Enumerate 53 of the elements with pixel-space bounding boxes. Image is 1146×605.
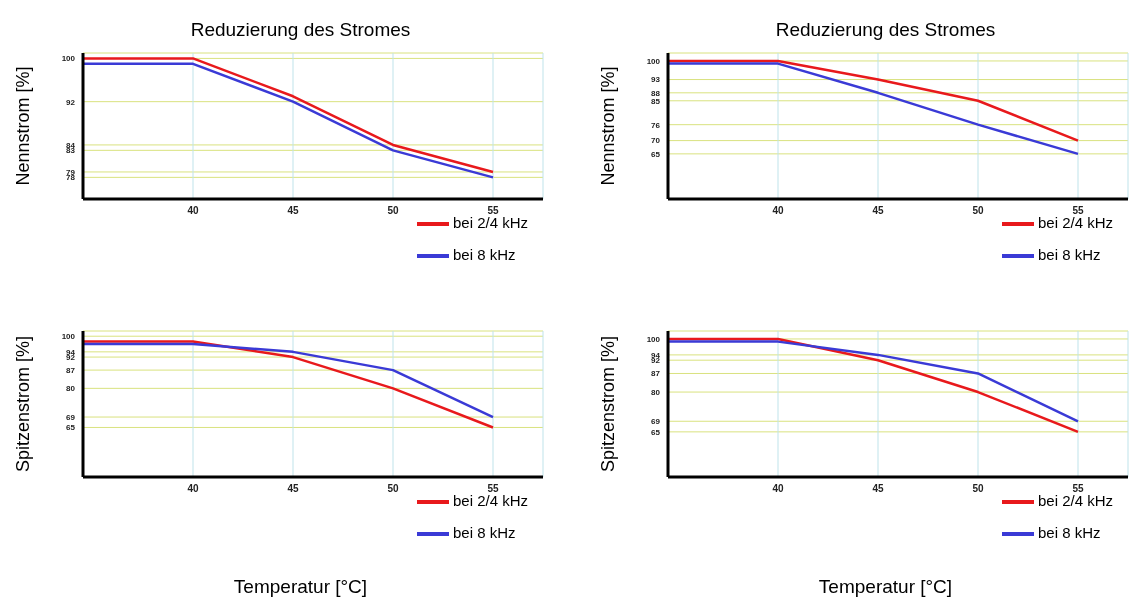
- x-tick-label: 40: [187, 483, 199, 495]
- y-tick-label: 65: [651, 427, 661, 437]
- x-tick-label: 55: [1072, 483, 1084, 495]
- y-tick-label: 88: [651, 88, 661, 98]
- legend-label: bei 8 kHz: [452, 524, 516, 542]
- legend-label: bei 8 kHz: [452, 246, 516, 264]
- legend-label: bei 2/4 kHz: [1037, 492, 1113, 510]
- y-axis-title: Spitzenstrom [%]: [13, 335, 34, 473]
- x-tick-label: 55: [487, 483, 499, 495]
- y-tick-label: 93: [651, 75, 661, 85]
- legend-label: bei 8 kHz: [1037, 246, 1101, 264]
- x-tick-label: 55: [1072, 205, 1084, 217]
- y-tick-label: 69: [66, 412, 76, 422]
- legend-label: bei 2/4 kHz: [452, 214, 528, 232]
- line-series: [668, 62, 1080, 156]
- x-tick-label: 40: [772, 483, 784, 495]
- y-tick-label: 100: [61, 332, 76, 342]
- legend-label: bei 8 kHz: [1037, 524, 1101, 542]
- y-axis-title: Nennstrom [%]: [13, 66, 34, 186]
- y-tick-label: 65: [66, 423, 76, 433]
- x-tick-label: 50: [387, 205, 399, 217]
- chart-title: Reduzierung des Stromes: [190, 19, 411, 40]
- x-tick-label: 45: [872, 205, 884, 217]
- y-tick-label: 87: [66, 365, 76, 375]
- x-tick-label: 50: [387, 483, 399, 495]
- x-tick-label: 55: [487, 205, 499, 217]
- y-axis-title: Spitzenstrom [%]: [598, 335, 619, 473]
- x-tick-label: 50: [972, 205, 984, 217]
- x-tick-label: 50: [972, 483, 984, 495]
- y-tick-label: 76: [651, 120, 661, 130]
- y-tick-label: 80: [66, 384, 76, 394]
- x-tick-label: 40: [772, 205, 784, 217]
- legend-label: bei 2/4 kHz: [1037, 214, 1113, 232]
- x-tick-label: 45: [872, 483, 884, 495]
- y-axis-title: Nennstrom [%]: [598, 66, 619, 186]
- legend-label: bei 2/4 kHz: [452, 492, 528, 510]
- y-tick-label: 80: [651, 387, 661, 397]
- x-tick-label: 45: [287, 205, 299, 217]
- chart-title: Reduzierung des Stromes: [775, 19, 996, 40]
- y-tick-label: 100: [646, 56, 661, 66]
- y-tick-label: 87: [651, 369, 661, 379]
- y-tick-label: 85: [651, 96, 661, 106]
- y-tick-label: 92: [66, 97, 76, 107]
- x-tick-label: 45: [287, 483, 299, 495]
- x-tick-label: 40: [187, 205, 199, 217]
- line-series: [668, 59, 1080, 142]
- y-tick-label: 100: [61, 54, 76, 64]
- y-tick-label: 70: [651, 136, 661, 146]
- y-tick-label: 69: [651, 417, 661, 427]
- x-axis-title: Temperatur [°C]: [817, 576, 954, 598]
- y-tick-label: 100: [646, 334, 661, 344]
- y-tick-label: 65: [651, 149, 661, 159]
- x-axis-title: Temperatur [°C]: [232, 576, 369, 598]
